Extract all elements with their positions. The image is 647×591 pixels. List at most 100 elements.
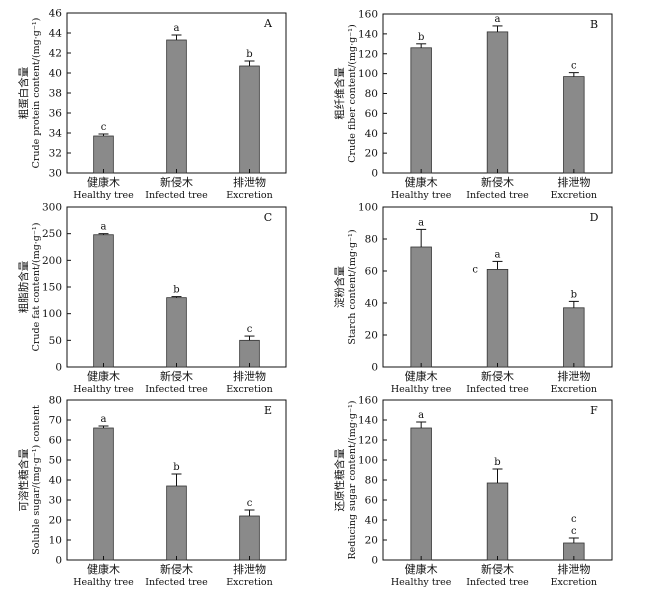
y-tick-label: 40: [365, 128, 378, 140]
category-label-cn: 排泄物: [557, 175, 590, 189]
significance-letter: a: [418, 217, 424, 228]
y-tick-label: 60: [365, 266, 378, 278]
category-label-en: Excretion: [551, 190, 597, 201]
category-label-en: Excretion: [226, 384, 272, 395]
category-label-cn: 新侵木: [160, 562, 193, 576]
category-label-en: Excretion: [551, 577, 597, 588]
bar: [486, 482, 509, 561]
y-tick-label: 50: [49, 455, 62, 467]
bar: [410, 47, 432, 174]
category-label-cn: 排泄物: [557, 562, 590, 576]
panel-label: F: [590, 404, 598, 417]
y-tick-label: 32: [49, 148, 62, 160]
category-label-cn: 排泄物: [233, 369, 266, 383]
y-tick-label: 60: [365, 108, 378, 120]
significance-letter: a: [495, 14, 501, 25]
y-tick-label: 30: [49, 495, 62, 507]
y-tick-label: 80: [365, 88, 378, 100]
panel-label: D: [590, 211, 599, 224]
y-tick-label: 60: [49, 435, 62, 447]
bar: [93, 427, 114, 561]
y-tick-label: 42: [49, 48, 62, 60]
bar: [239, 515, 260, 561]
y-tick-label: 200: [42, 255, 62, 267]
category-label-en: Excretion: [226, 190, 272, 201]
bar: [563, 307, 585, 368]
category-label-cn: 健康木: [405, 562, 438, 576]
y-axis-title-en: Soluble sugar/(mg·g⁻¹) content: [31, 405, 42, 555]
y-axis-title-en: Crude fat content/(mg·g⁻¹): [31, 223, 42, 352]
bar: [410, 246, 432, 368]
category-label-en: Healthy tree: [73, 384, 134, 395]
significance-letter: b: [173, 462, 179, 473]
y-tick-label: 100: [42, 308, 62, 320]
significance-letter: a: [418, 410, 424, 421]
category-label-cn: 新侵木: [481, 369, 514, 383]
significance-letter: c: [247, 498, 253, 509]
significance-letter-extra: c: [571, 514, 577, 525]
category-label-cn: 排泄物: [233, 175, 266, 189]
y-axis-title-en: Crude fiber content/(mg·g⁻¹): [347, 24, 358, 162]
y-tick-label: 80: [365, 475, 378, 487]
category-label-en: Healthy tree: [391, 384, 452, 395]
category-label-cn: 新侵木: [160, 175, 193, 189]
significance-letter: b: [418, 32, 424, 43]
y-tick-label: 40: [365, 515, 378, 527]
y-tick-label: 20: [365, 148, 378, 160]
y-tick-label: 20: [49, 515, 62, 527]
bar: [486, 31, 509, 174]
y-tick-label: 40: [49, 475, 62, 487]
bar: [166, 485, 187, 561]
significance-letter: c: [571, 61, 577, 72]
y-tick-label: 0: [371, 168, 378, 180]
y-tick-label: 80: [49, 395, 62, 407]
y-tick-label: 250: [42, 228, 62, 240]
bar: [166, 297, 187, 368]
y-axis-title-en: Starch content/(mg·g⁻¹): [347, 229, 358, 344]
y-tick-label: 100: [358, 455, 378, 467]
category-label-cn: 新侵木: [160, 369, 193, 383]
y-tick-label: 140: [358, 415, 378, 427]
significance-letter: b: [494, 457, 500, 468]
y-tick-label: 0: [55, 362, 62, 374]
category-label-cn: 健康木: [87, 562, 120, 576]
y-axis-title-cn: 可溶性糖含量: [17, 448, 30, 511]
category-label-en: Infected tree: [145, 577, 208, 588]
category-label-en: Excretion: [551, 384, 597, 395]
y-tick-label: 30: [49, 168, 62, 180]
significance-letter: c: [247, 324, 253, 335]
y-axis-title-cn: 还原性糖含量: [333, 448, 346, 511]
category-label-en: Healthy tree: [391, 577, 452, 588]
significance-letter: a: [495, 249, 501, 260]
y-tick-label: 100: [358, 68, 378, 80]
significance-letter: c: [571, 526, 577, 537]
y-tick-label: 80: [365, 234, 378, 246]
y-tick-label: 36: [49, 108, 63, 120]
significance-letter: b: [173, 285, 179, 296]
y-axis-title-cn: 粗脂肪含量: [17, 260, 30, 313]
category-label-en: Infected tree: [466, 577, 529, 588]
bar: [239, 65, 260, 174]
y-axis-title-en: Crude protein content/(mg·g⁻¹): [31, 18, 42, 169]
y-tick-label: 120: [358, 435, 378, 447]
category-label-en: Infected tree: [145, 384, 208, 395]
category-label-cn: 排泄物: [557, 369, 590, 383]
bar: [93, 234, 114, 368]
category-label-cn: 健康木: [87, 369, 120, 383]
y-tick-label: 40: [365, 298, 378, 310]
bar: [93, 135, 114, 174]
y-tick-label: 44: [49, 28, 63, 40]
y-tick-label: 20: [365, 535, 378, 547]
category-label-en: Healthy tree: [73, 577, 134, 588]
y-axis-title-cn: 淀粉含量: [333, 266, 346, 308]
y-tick-label: 40: [49, 68, 62, 80]
category-label-en: Healthy tree: [391, 190, 452, 201]
bar: [410, 427, 432, 561]
y-axis-title-cn: 粗纤维含量: [333, 67, 346, 120]
